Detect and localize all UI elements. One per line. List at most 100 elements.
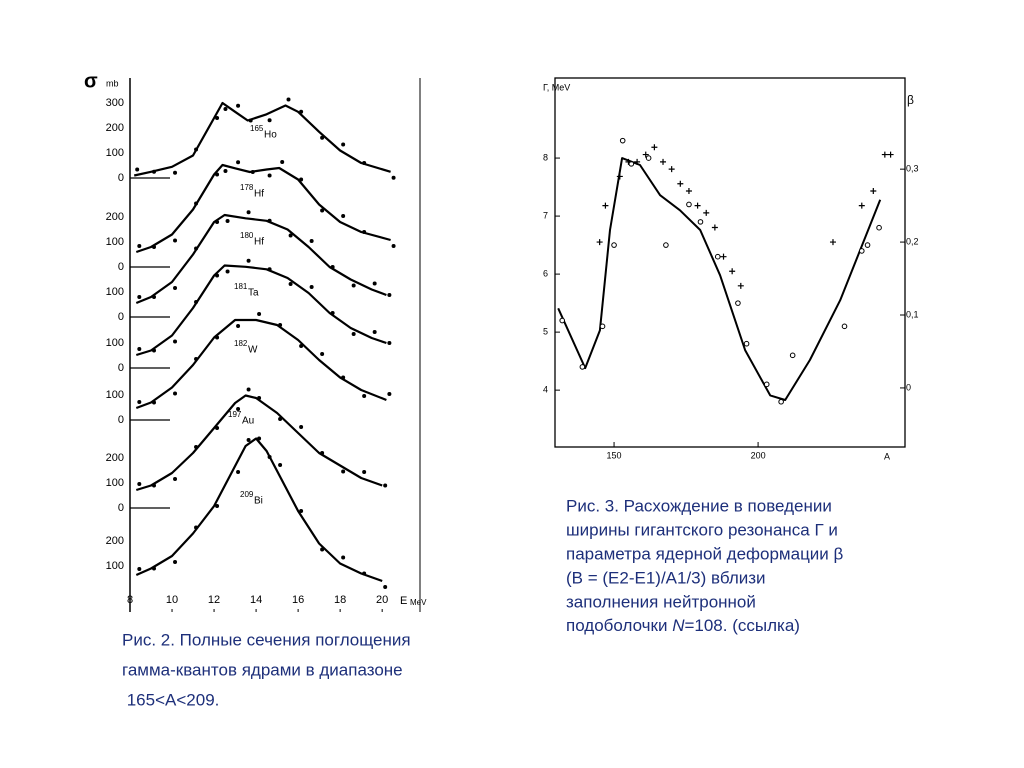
curve [135, 213, 387, 305]
data-point [173, 477, 178, 481]
data-point [194, 357, 199, 361]
y2-tick-label: 0,2 [906, 236, 919, 246]
y-tick-label: 200 [106, 211, 124, 223]
data-point [645, 155, 652, 161]
data-point [137, 244, 142, 248]
data-point [278, 323, 283, 327]
data-point [137, 567, 142, 571]
data-point [215, 220, 220, 224]
data-point [137, 295, 142, 299]
data-point [299, 344, 304, 348]
curve [135, 163, 391, 254]
caption: гамма-квантов ядрами в диапазоне [122, 660, 403, 679]
data-point [351, 332, 356, 336]
x-tick-label: 10 [166, 594, 178, 606]
data-point [611, 242, 617, 248]
data-point [288, 233, 293, 238]
data-cross [651, 144, 658, 151]
data-point [152, 245, 157, 249]
data-point [267, 218, 272, 223]
data-point [223, 107, 228, 111]
data-point [173, 170, 178, 175]
caption: заполнения нейтронной [566, 592, 756, 611]
data-point [864, 242, 871, 248]
data-point [194, 445, 199, 449]
data-point [248, 118, 253, 123]
data-point [152, 169, 157, 174]
data-point [320, 451, 325, 455]
data-point [663, 242, 669, 248]
data-point [152, 295, 157, 299]
curve [135, 264, 387, 357]
data-point [152, 566, 157, 571]
data-point [341, 214, 346, 218]
caption: (B = (E2-E1)/A1/3) вблизи [566, 568, 766, 587]
data-point [362, 230, 367, 234]
data-point [686, 201, 692, 208]
data-point [225, 219, 230, 223]
element-label: Ho [264, 130, 277, 141]
data-point [194, 525, 199, 530]
data-point [619, 137, 626, 144]
data-point [246, 438, 251, 442]
caption: Рис. 2. Полные сечения поглощения [122, 630, 411, 649]
y-tick-label: 100 [106, 286, 124, 298]
data-point [876, 224, 882, 231]
data-cross [634, 158, 641, 165]
caption-part: подоболочки [566, 616, 672, 635]
data-cross [737, 282, 744, 289]
data-point [330, 265, 335, 269]
x-tick-label: 18 [334, 594, 346, 606]
data-point [383, 585, 388, 589]
data-cross [616, 173, 623, 180]
curve [133, 101, 391, 177]
data-point [267, 173, 272, 178]
data-point [341, 555, 346, 560]
caption: параметра ядерной деформации β [566, 544, 844, 563]
data-point [391, 175, 396, 180]
x-tick-label: 16 [292, 594, 304, 606]
data-point [320, 547, 325, 552]
data-point [215, 426, 220, 430]
data-point [173, 286, 178, 290]
data-point [173, 560, 178, 564]
data-point [173, 339, 178, 344]
fit-curve [557, 157, 882, 401]
data-point [278, 417, 283, 421]
data-point [789, 352, 796, 359]
data-point [599, 323, 606, 330]
data-point [194, 147, 199, 152]
data-point [152, 400, 157, 405]
element-label: W [248, 345, 258, 356]
data-cross [870, 188, 877, 195]
data-point [387, 293, 392, 297]
x-tick-label: 12 [208, 594, 220, 606]
data-point [387, 341, 392, 345]
y-tick-label: 8 [543, 152, 548, 162]
caption-part: N [672, 616, 685, 635]
data-point [250, 170, 255, 174]
data-point [387, 392, 392, 396]
data-point [330, 311, 335, 315]
data-point [236, 160, 241, 165]
caption: Рис. 3. Расхождение в поведении [566, 496, 832, 515]
data-point [152, 483, 157, 488]
data-point [309, 285, 314, 289]
element-label: Bi [254, 496, 263, 507]
data-point [215, 273, 220, 278]
data-point [299, 109, 304, 114]
y-tick-label: 0 [118, 362, 124, 374]
data-cross [660, 158, 667, 165]
data-point [697, 219, 704, 225]
data-point [223, 169, 228, 173]
y-tick-label: 4 [543, 385, 548, 395]
axis-symbol: σ [84, 70, 98, 92]
data-point [778, 398, 784, 405]
data-cross [596, 239, 603, 246]
data-point [267, 455, 272, 459]
x-tick-label: 14 [250, 594, 262, 606]
data-point [280, 160, 285, 164]
y-tick-label: 100 [106, 389, 124, 401]
x-tick-label: 20 [376, 594, 388, 606]
data-cross [729, 268, 736, 275]
